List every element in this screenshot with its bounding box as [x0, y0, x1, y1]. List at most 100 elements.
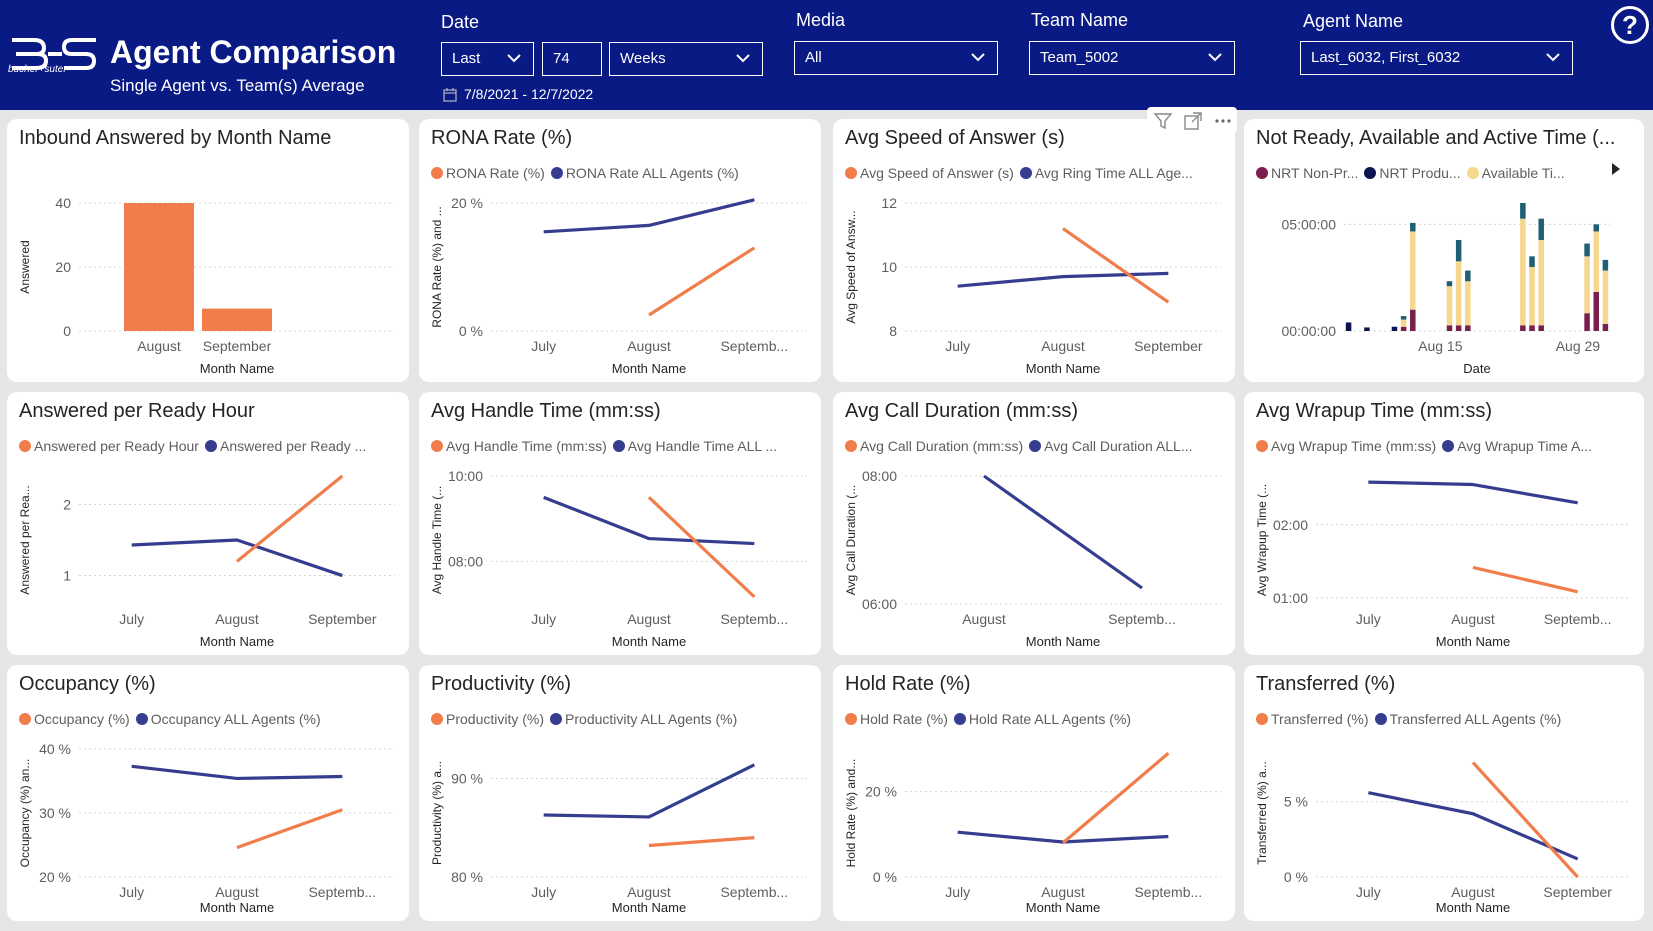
legend-item[interactable]: Avg Call Duration (mm:ss) — [845, 438, 1023, 454]
legend-item[interactable]: RONA Rate (%) — [431, 165, 545, 181]
legend-item[interactable]: NRT Produ... — [1364, 165, 1461, 181]
chart-card-c4[interactable]: Not Ready, Available and Active Time (..… — [1244, 119, 1644, 382]
legend-item[interactable]: Hold Rate ALL Agents (%) — [953, 711, 1132, 727]
team-dropdown[interactable]: Team_5002 — [1029, 41, 1235, 75]
chart-legend: Occupancy (%) Occupancy ALL Agents (%) — [19, 711, 381, 727]
legend-item[interactable]: Productivity ALL Agents (%) — [550, 711, 737, 727]
stack-segment — [1584, 243, 1590, 257]
date-mode-dropdown[interactable]: Last — [441, 42, 534, 76]
stack-segment — [1520, 325, 1526, 331]
legend-item[interactable]: Occupancy (%) — [19, 711, 130, 727]
legend-item[interactable]: Available Ti... — [1466, 165, 1565, 181]
legend-item[interactable]: Avg Wrapup Time (mm:ss) — [1256, 438, 1436, 454]
legend-label: Occupancy ALL Agents (%) — [150, 711, 321, 727]
legend-item[interactable]: Hold Rate (%) — [845, 711, 948, 727]
chart-title: RONA Rate (%) — [431, 127, 573, 149]
chart-card-c6[interactable]: Avg Handle Time (mm:ss) Avg Handle Time (… — [419, 392, 821, 655]
y-axis-title: Avg Call Duration (... — [844, 485, 858, 596]
y-tick-label: 20 % — [451, 195, 483, 211]
legend-item[interactable]: Answered per Ready Hour — [19, 438, 199, 454]
logo-text: bucher+suter — [8, 64, 67, 75]
y-tick-label: 0 — [63, 323, 71, 339]
chart-card-c5[interactable]: Answered per Ready Hour Answered per Read… — [7, 392, 409, 655]
y-axis-title: Avg Speed of Answ... — [844, 210, 858, 323]
legend-item[interactable]: Productivity (%) — [431, 711, 544, 727]
stack-segment — [1520, 203, 1526, 219]
chart-title: Productivity (%) — [431, 673, 572, 695]
calendar-icon — [443, 88, 457, 102]
y-tick-label: 10:00 — [448, 468, 483, 484]
stack-segment — [1529, 256, 1535, 267]
chart-card-c3[interactable]: Avg Speed of Answer (s) Avg Speed of Answ… — [833, 119, 1235, 382]
legend-item[interactable]: RONA Rate ALL Agents (%) — [550, 165, 739, 181]
focus-mode-icon[interactable] — [1183, 111, 1203, 131]
legend-dot — [19, 440, 31, 452]
chart-plot-c12: 0 % 5 % Month Name Transferred (%) a... July… — [1255, 761, 1630, 915]
y-tick-label: 08:00 — [862, 468, 897, 484]
stack-segment — [1400, 319, 1407, 327]
legend-item[interactable]: Avg Call Duration ALL... — [1029, 438, 1193, 454]
x-tick-label: Septemb... — [720, 884, 788, 900]
legend-item[interactable]: Occupancy ALL Agents (%) — [135, 711, 321, 727]
chart-card-c2[interactable]: RONA Rate (%) RONA Rate (%) RONA Rate ALL … — [419, 119, 821, 382]
legend-item[interactable]: Answered per Ready ... — [204, 438, 366, 454]
date-unit-dropdown[interactable]: Weeks — [609, 42, 763, 76]
filter-icon[interactable] — [1153, 111, 1173, 131]
x-tick-label: August — [1451, 611, 1495, 627]
stack-segment — [1410, 231, 1416, 310]
chart-card-c12[interactable]: Transferred (%) Transferred (%) Transferre… — [1244, 665, 1644, 921]
series-line-1 — [131, 538, 343, 578]
stack-segment — [1520, 218, 1526, 326]
series-line-1 — [1368, 791, 1579, 861]
legend-item[interactable]: Transferred (%) — [1256, 711, 1369, 727]
agent-dropdown[interactable]: Last_6032, First_6032 — [1300, 41, 1573, 75]
stack-segment — [1400, 316, 1407, 320]
legend-label: Hold Rate ALL Agents (%) — [968, 711, 1132, 727]
chevron-down-icon — [507, 54, 521, 63]
x-tick-label: August — [962, 611, 1006, 627]
x-tick-label: July — [945, 884, 970, 900]
x-axis-title: Date — [1463, 361, 1490, 376]
legend-label: Transferred (%) — [1271, 711, 1369, 727]
chart-card-c9[interactable]: Occupancy (%) Occupancy (%) Occupancy ALL … — [7, 665, 409, 921]
stack-segment — [1455, 261, 1462, 326]
more-options-icon[interactable] — [1213, 111, 1233, 131]
chart-card-c10[interactable]: Productivity (%) Productivity (%) Producti… — [419, 665, 821, 921]
chart-plot-c2: 0 % 20 % Month Name RONA Rate (%) and ... Ju… — [430, 195, 807, 376]
x-axis-title: Month Name — [200, 900, 274, 915]
chart-card-c8[interactable]: Avg Wrapup Time (mm:ss) Avg Wrapup Time (… — [1244, 392, 1644, 655]
legend-item[interactable]: Avg Handle Time ALL ... — [612, 438, 777, 454]
legend-dot — [135, 713, 148, 725]
y-tick-label: 40 — [55, 195, 71, 211]
legend-dot — [1442, 440, 1455, 452]
legend-item[interactable]: Transferred ALL Agents (%) — [1374, 711, 1561, 727]
legend-dot — [19, 713, 31, 725]
series-line-0 — [235, 474, 344, 563]
legend-item[interactable]: Avg Handle Time (mm:ss) — [431, 438, 607, 454]
stack-segment — [1529, 325, 1535, 331]
stack-segment — [1538, 325, 1544, 331]
date-count-input[interactable]: 74 — [542, 42, 602, 76]
y-axis-title: RONA Rate (%) and ... — [430, 206, 444, 327]
legend-item[interactable]: NRT Non-Pr... — [1256, 165, 1358, 181]
legend-item[interactable]: Avg Wrapup Time A... — [1442, 438, 1592, 454]
chart-card-c11[interactable]: Hold Rate (%) Hold Rate (%) Hold Rate ALL … — [833, 665, 1235, 921]
chart-card-c7[interactable]: Avg Call Duration (mm:ss) Avg Call Durati… — [833, 392, 1235, 655]
stack-segment — [1593, 231, 1599, 292]
legend-label: Avg Ring Time ALL Age... — [1034, 165, 1193, 181]
legend-item[interactable]: Avg Speed of Answer (s) — [845, 165, 1014, 181]
help-button[interactable]: ? — [1611, 6, 1649, 44]
stack-segment — [1584, 256, 1590, 314]
media-dropdown[interactable]: All — [794, 41, 998, 75]
legend-next-arrow[interactable] — [1612, 163, 1620, 175]
chart-plot-c11: 0 % 20 % Month Name Hold Rate (%) and... Jul… — [844, 752, 1221, 915]
x-tick-label: Aug 29 — [1556, 338, 1601, 354]
chart-legend: Avg Wrapup Time (mm:ss) Avg Wrapup Time A… — [1256, 438, 1616, 454]
visual-header-toolbar — [1147, 107, 1237, 133]
chart-card-c1[interactable]: Inbound Answered by Month Name 0 20 40 Month… — [7, 119, 409, 382]
series-line-0 — [236, 808, 343, 850]
chart-title: Avg Wrapup Time (mm:ss) — [1256, 400, 1492, 422]
y-tick-label: 10 — [881, 259, 897, 275]
legend-item[interactable]: Avg Ring Time ALL Age... — [1019, 165, 1193, 181]
